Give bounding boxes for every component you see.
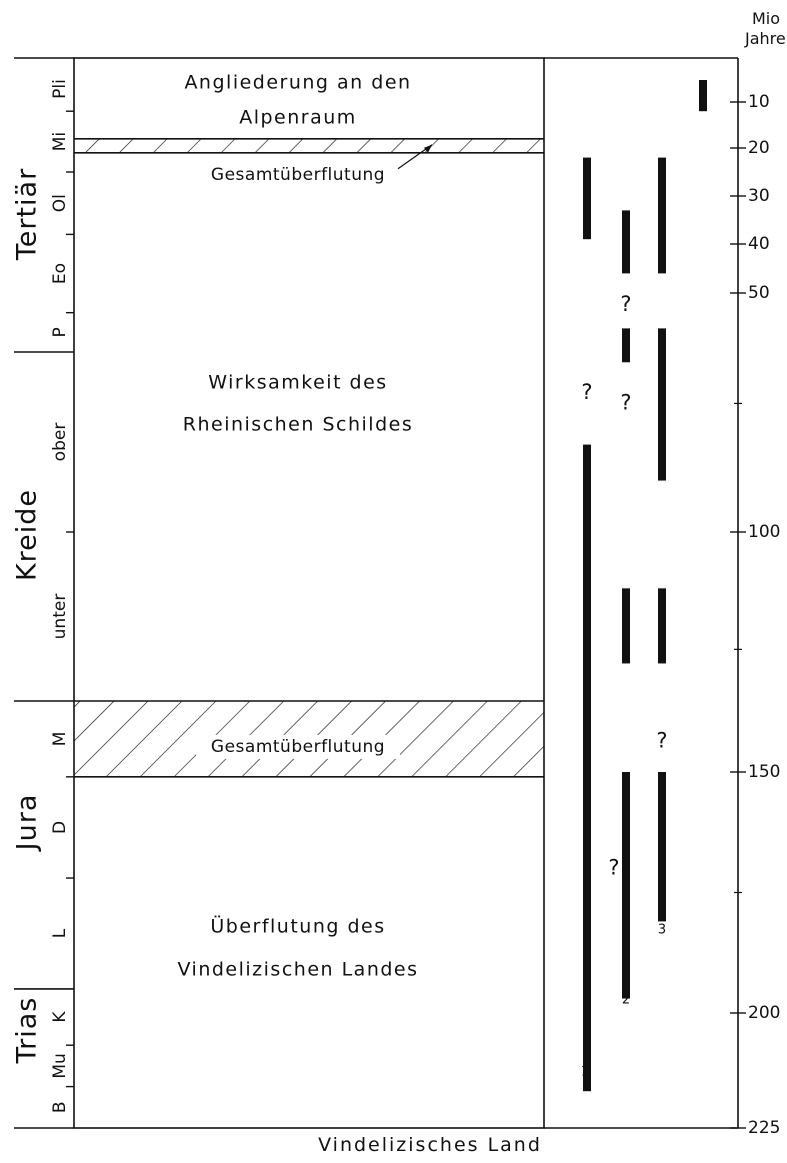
epoch-label-B: B xyxy=(50,1101,70,1113)
range-bar-col3-7 xyxy=(658,157,666,274)
epoch-label-D: D xyxy=(50,821,70,834)
zone-alpenraum-line-1: Angliederung an den xyxy=(184,72,411,94)
column-number-1: 1 xyxy=(581,1065,589,1080)
axis-tick-label-150: 150 xyxy=(748,762,780,782)
axis-tick-label-20: 20 xyxy=(748,138,770,158)
time-axis: Mio Jahre 10 20 30 40 50 100 150 200 225 xyxy=(730,9,786,1138)
zone-rheinisch-line-2: Rheinischen Schildes xyxy=(183,414,413,436)
range-bar-col4-11 xyxy=(699,80,707,112)
epoch-label-Pli: Pli xyxy=(50,79,70,99)
flood-tertiar-label-bg xyxy=(198,162,398,187)
range-bar-col3-8 xyxy=(658,328,666,481)
axis-unit-bottom: Jahre xyxy=(744,29,786,48)
axis-tick-label-200: 200 xyxy=(748,1003,780,1023)
uncertain-mark-4: ? xyxy=(608,855,619,879)
flood-tertiar-hatch xyxy=(74,138,544,153)
epoch-label-L: L xyxy=(50,928,70,938)
range-bar-col1-2 xyxy=(583,157,591,240)
range-bar-col2-3 xyxy=(622,210,630,274)
uncertain-mark-1: ? xyxy=(581,380,592,404)
period-column: Tertiär Kreide Jura Trias xyxy=(12,168,74,1065)
zone-vindelizisch-line-2: Vindelizischen Landes xyxy=(177,959,418,981)
flood-jura-label-bg xyxy=(196,734,400,759)
range-bar-col2-6 xyxy=(622,772,630,999)
epoch-label-Mi: Mi xyxy=(50,132,70,151)
epoch-label-ober: ober xyxy=(50,423,70,462)
flood-bands: Gesamtüberflutung Gesamtüberflutung xyxy=(74,138,544,778)
chart-frame xyxy=(14,57,739,1129)
range-bar-col3-9 xyxy=(658,588,666,664)
epoch-label-P: P xyxy=(50,327,70,337)
zone-alpenraum-line-2: Alpenraum xyxy=(239,107,357,129)
epoch-label-K: K xyxy=(50,1011,70,1023)
uncertain-mark-2: ? xyxy=(620,292,631,316)
main-panel-border xyxy=(73,57,545,1129)
uncertain-mark-5: ? xyxy=(656,729,667,753)
epoch-label-M: M xyxy=(50,732,70,747)
column-number-4: 4 xyxy=(699,83,707,98)
axis-tick-label-50: 50 xyxy=(748,283,770,303)
period-label-tertiar: Tertiär xyxy=(12,168,43,261)
flood-tertiar-label: Gesamtüberflutung xyxy=(211,165,385,185)
zone-labels: Angliederung an den Alpenraum Wirksamkeit … xyxy=(177,72,418,981)
range-bar-col2-5 xyxy=(622,588,630,664)
period-label-trias: Trias xyxy=(12,997,43,1065)
flood-tertiar-arrowhead xyxy=(424,144,432,153)
column-number-2: 2 xyxy=(622,993,630,1008)
flood-jura-label: Gesamtüberflutung xyxy=(211,737,385,757)
axis-tick-label-40: 40 xyxy=(748,234,770,254)
axis-tick-label-10: 10 xyxy=(748,92,770,112)
period-label-kreide: Kreide xyxy=(12,489,43,581)
range-bar-col2-4 xyxy=(622,328,630,363)
epoch-label-unter: unter xyxy=(50,594,70,640)
axis-unit-top: Mio xyxy=(752,9,780,28)
axis-tick-label-30: 30 xyxy=(748,186,770,206)
epoch-label-Ol: Ol xyxy=(50,194,70,212)
axis-tick-label-225: 225 xyxy=(748,1118,780,1138)
range-bars: ????? 1 2 3 4 xyxy=(581,80,707,1092)
zone-rheinisch-line-1: Wirksamkeit des xyxy=(208,372,387,394)
epoch-label-Mu: Mu xyxy=(50,1053,70,1078)
zone-vindelizisch-line-1: Überflutung des xyxy=(210,915,385,938)
range-bar-col1-1 xyxy=(583,444,591,1092)
period-label-jura: Jura xyxy=(12,794,43,853)
axis-tick-label-100: 100 xyxy=(748,522,780,542)
uncertain-mark-3: ? xyxy=(620,390,631,414)
epoch-label-Eo: Eo xyxy=(50,263,70,284)
footer-label: Vindelizisches Land xyxy=(318,1134,542,1156)
column-number-3: 3 xyxy=(658,923,666,938)
range-bar-col3-10 xyxy=(658,772,666,922)
